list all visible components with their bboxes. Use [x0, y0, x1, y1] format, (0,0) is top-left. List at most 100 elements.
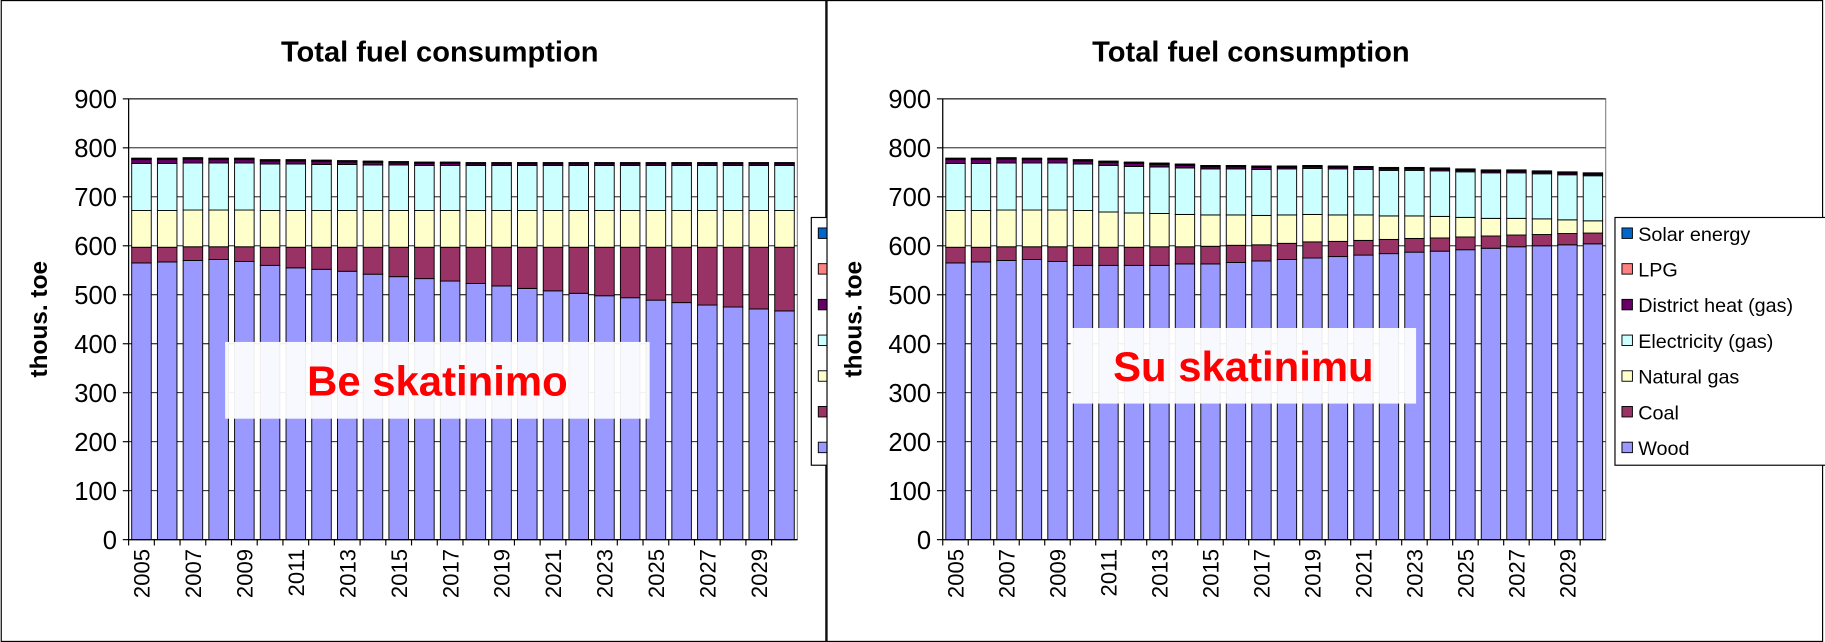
bar-segment: [1506, 172, 1527, 219]
bar-segment: [131, 163, 152, 211]
bar-segment: [1557, 233, 1578, 246]
bar-segment: [465, 165, 487, 211]
bar-segment: [594, 165, 615, 211]
bar-segment: [517, 246, 538, 289]
legend-swatch: [1621, 406, 1633, 418]
bar-segment: [970, 261, 992, 541]
bar-segment: [156, 159, 178, 164]
plot-area: [942, 98, 1607, 541]
bar-segment: [131, 210, 152, 248]
bar-segment: [439, 165, 461, 211]
bar-segment: [1429, 170, 1451, 217]
bar-segment: [414, 210, 435, 248]
bar-segment: [336, 246, 358, 272]
bar-segment: [156, 261, 178, 541]
bar-segment: [414, 246, 435, 280]
bar-segment: [1429, 237, 1451, 252]
legend-label: LPG: [1638, 259, 1678, 281]
x-tick-label: 2025: [1454, 549, 1479, 598]
bar-segment: [1225, 214, 1247, 246]
bar-segment: [1021, 246, 1043, 260]
y-tick-label: 300: [74, 380, 117, 408]
bar-segment: [1276, 242, 1298, 260]
bar-segment: [336, 164, 358, 211]
bar-segment: [748, 246, 770, 310]
bar-segment: [259, 163, 281, 211]
legend-label: Wood: [1638, 438, 1689, 460]
bar-segment: [542, 246, 564, 292]
bar-segment: [1276, 214, 1298, 244]
x-tick-label: 2007: [181, 549, 206, 598]
x-tick-label: 2023: [1403, 549, 1428, 598]
bar-segment: [970, 246, 992, 263]
bar-segment: [1327, 214, 1349, 242]
bar-segment: [748, 165, 770, 211]
bar-segment: [594, 210, 615, 248]
bar-segment: [1174, 167, 1196, 215]
x-tick-label: 2009: [232, 549, 257, 598]
bar-segment: [491, 165, 512, 211]
x-tick-label: 2021: [541, 549, 566, 598]
chart-title: Total fuel consumption: [281, 37, 599, 69]
bar-segment: [568, 246, 589, 294]
x-tick-label: 2009: [1046, 549, 1071, 598]
legend-label: Solar energy: [1638, 224, 1750, 246]
bar-segment: [568, 210, 589, 248]
bar-segment: [1123, 212, 1145, 248]
y-tick-label: 0: [917, 527, 931, 555]
bar-segment: [1506, 217, 1527, 236]
x-tick-label: 2013: [335, 549, 360, 598]
bar-segment: [1021, 162, 1043, 211]
bar-segment: [1531, 245, 1553, 541]
bar-segment: [645, 165, 667, 211]
bar-segment: [1531, 218, 1553, 235]
plot-area: [128, 98, 798, 541]
legend-label: Coal: [1638, 402, 1679, 424]
bar-segment: [1327, 240, 1349, 258]
bar-segment: [1557, 244, 1578, 541]
bar-segment: [945, 159, 966, 164]
bar-segment: [1123, 246, 1145, 266]
bar-segment: [1557, 174, 1578, 221]
bar-segment: [234, 162, 255, 211]
bar-segment: [1582, 220, 1604, 234]
bar-segment: [697, 210, 718, 248]
bar-segment: [208, 162, 229, 211]
bar-segment: [234, 159, 255, 164]
bar-segment: [491, 210, 512, 248]
bar-segment: [517, 210, 538, 248]
bar-segment: [1174, 246, 1196, 265]
bar-segment: [1047, 159, 1068, 164]
bar-segment: [156, 163, 178, 211]
y-axis-label: thous. toe: [840, 261, 867, 378]
bar-segment: [208, 246, 229, 260]
bar-segment: [1327, 168, 1349, 216]
y-tick-label: 900: [74, 86, 117, 114]
bar-segment: [1047, 209, 1068, 248]
bar-segment: [234, 246, 255, 262]
bar-segment: [1531, 173, 1553, 220]
bar-segment: [671, 246, 692, 304]
bar-segment: [259, 210, 281, 248]
bar-segment: [208, 159, 229, 164]
y-tick-label: 200: [74, 429, 117, 457]
bar-segment: [1302, 213, 1323, 243]
chart-panel: Total fuel consumption 0 100 200 300 400 500 60…: [0, 0, 1028, 642]
x-tick-label: 2005: [130, 549, 155, 598]
bar-segment: [1098, 246, 1119, 266]
bar-segment: [1455, 236, 1476, 251]
y-tick-label: 600: [888, 233, 931, 261]
bar-segment: [945, 262, 966, 541]
bar-segment: [156, 246, 178, 263]
bar-segment: [1506, 234, 1527, 248]
bar-segment: [542, 210, 564, 248]
bar-segment: [362, 246, 384, 275]
y-tick-label: 900: [888, 86, 931, 114]
bar-segment: [1557, 219, 1578, 235]
bar-segment: [1021, 209, 1043, 248]
bar-segment: [774, 210, 795, 248]
bar-segment: [208, 209, 229, 248]
bar-segment: [1582, 232, 1604, 245]
bar-segment: [945, 210, 966, 248]
